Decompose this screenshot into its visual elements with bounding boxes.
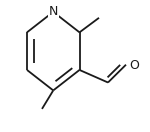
Text: O: O	[130, 59, 140, 72]
Text: N: N	[49, 5, 58, 18]
